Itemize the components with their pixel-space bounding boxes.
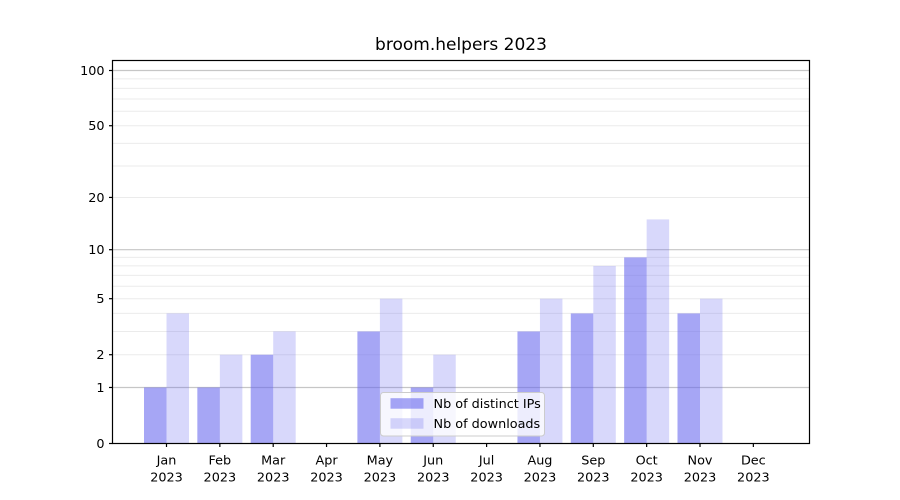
y-tick-label-10: 10	[88, 243, 104, 258]
y-tick-label-20: 20	[88, 191, 104, 206]
x-tick-label-year-mar: 2023	[257, 471, 290, 486]
x-tick-label-month-jul: Jul	[478, 454, 494, 469]
x-tick-label-year-jul: 2023	[470, 471, 503, 486]
legend: Nb of distinct IPs Nb of downloads	[380, 392, 545, 437]
bar-nb-of-downloads-oct-2023	[646, 219, 670, 444]
bar-nb-of-distinct-ips-sep-2023	[570, 313, 594, 444]
bar-nb-of-distinct-ips-oct-2023	[624, 257, 647, 444]
y-tick-label-5: 5	[96, 292, 104, 307]
bar-nb-of-distinct-ips-mar-2023	[250, 354, 274, 444]
bar-nb-of-distinct-ips-feb-2023	[197, 387, 220, 444]
x-tick-label-month-aug: Aug	[527, 454, 552, 469]
x-tick-label-month-jun: Jun	[422, 454, 443, 469]
bar-nb-of-distinct-ips-nov-2023	[677, 313, 700, 444]
x-tick-label-year-apr: 2023	[310, 471, 343, 486]
bar-nb-of-downloads-sep-2023	[593, 265, 616, 444]
x-tick-label-month-apr: Apr	[315, 454, 338, 469]
x-tick-label-year-sep: 2023	[577, 471, 610, 486]
y-tick-label-0: 0	[96, 437, 104, 452]
x-tick-label-month-nov: Nov	[688, 454, 713, 469]
bar-nb-of-downloads-aug-2023	[539, 298, 563, 444]
bar-nb-of-distinct-ips-jan-2023	[144, 387, 167, 444]
x-tick-label-year-feb: 2023	[204, 471, 237, 486]
plot-border	[111, 59, 811, 445]
x-tick-label-month-dec: Dec	[741, 454, 766, 469]
x-tick-label-month-jan: Jan	[156, 454, 177, 469]
x-tick-label-month-sep: Sep	[581, 454, 605, 469]
bar-nb-of-downloads-feb-2023	[219, 354, 243, 444]
x-tick-label-year-dec: 2023	[737, 471, 770, 486]
x-tick-label-year-aug: 2023	[524, 471, 557, 486]
x-tick-label-month-mar: Mar	[261, 454, 286, 469]
y-tick-label-1: 1	[96, 381, 104, 396]
x-tick-label-month-may: May	[367, 454, 394, 469]
x-tick-label-year-may: 2023	[364, 471, 397, 486]
x-tick-label-month-feb: Feb	[209, 454, 232, 469]
bar-nb-of-downloads-mar-2023	[273, 331, 296, 444]
bar-nb-of-distinct-ips-may-2023	[357, 331, 380, 444]
chart-title: broom.helpers 2023	[375, 35, 547, 55]
legend-label-nb-of-distinct-ips: Nb of distinct IPs	[434, 397, 542, 412]
legend-swatch-nb-of-downloads	[390, 418, 424, 429]
y-tick-label-50: 50	[88, 119, 104, 134]
legend-label-nb-of-downloads: Nb of downloads	[434, 417, 541, 432]
x-tick-label-year-jun: 2023	[417, 471, 450, 486]
y-tick-label-2: 2	[96, 348, 104, 363]
x-tick-label-month-oct: Oct	[636, 454, 658, 469]
x-tick-label-year-jan: 2023	[150, 471, 183, 486]
legend-swatch-nb-of-distinct-ips	[390, 398, 424, 409]
x-tick-label-year-oct: 2023	[630, 471, 663, 486]
x-tick-label-year-nov: 2023	[684, 471, 717, 486]
bar-nb-of-downloads-nov-2023	[700, 298, 723, 444]
y-tick-label-100: 100	[80, 64, 104, 79]
bar-nb-of-downloads-jan-2023	[166, 313, 189, 444]
